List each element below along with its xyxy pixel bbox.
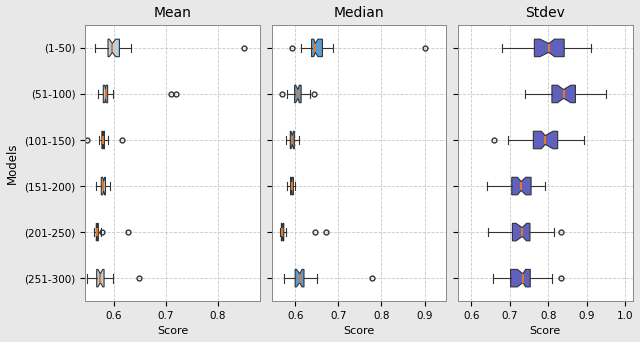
PathPatch shape <box>291 131 294 149</box>
PathPatch shape <box>97 269 104 287</box>
X-axis label: Score: Score <box>530 327 561 337</box>
PathPatch shape <box>282 223 284 241</box>
PathPatch shape <box>103 85 108 103</box>
PathPatch shape <box>534 39 564 57</box>
PathPatch shape <box>513 223 530 241</box>
PathPatch shape <box>312 39 323 57</box>
Title: Mean: Mean <box>154 5 191 19</box>
Title: Stdev: Stdev <box>525 5 565 19</box>
PathPatch shape <box>552 85 575 103</box>
Title: Median: Median <box>333 5 384 19</box>
PathPatch shape <box>102 131 104 149</box>
PathPatch shape <box>512 177 531 195</box>
PathPatch shape <box>295 269 304 287</box>
PathPatch shape <box>96 223 99 241</box>
PathPatch shape <box>294 85 301 103</box>
PathPatch shape <box>533 131 557 149</box>
X-axis label: Score: Score <box>343 327 374 337</box>
PathPatch shape <box>108 39 120 57</box>
Y-axis label: Models: Models <box>6 142 19 184</box>
PathPatch shape <box>511 269 530 287</box>
PathPatch shape <box>291 177 293 195</box>
X-axis label: Score: Score <box>157 327 188 337</box>
PathPatch shape <box>101 177 106 195</box>
